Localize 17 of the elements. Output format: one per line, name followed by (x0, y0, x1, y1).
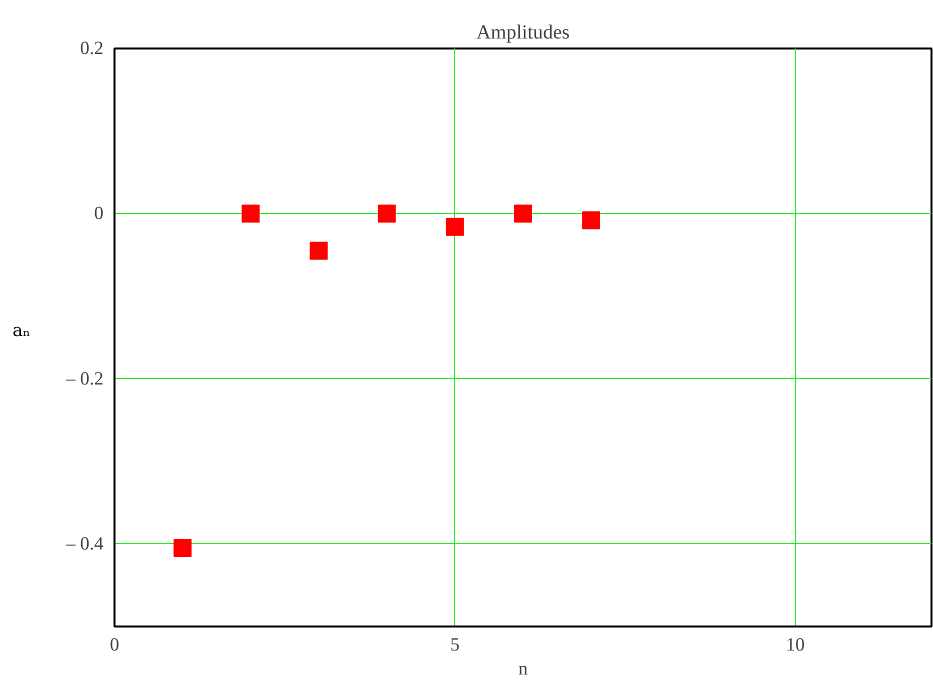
point (310, 242, 328, 260)
y-tick-label: 0.2 (80, 38, 104, 59)
point (582, 211, 600, 230)
y-tick-label: 0 (94, 203, 104, 224)
y-axis-title: aₙ (12, 320, 30, 341)
x-tick-label: 0 (110, 634, 120, 656)
y-tick-label: – 0.2 (65, 368, 104, 390)
x-tick-label: 5 (450, 634, 460, 656)
point (378, 204, 396, 223)
point (174, 539, 192, 558)
y-tick-label: – 0.4 (65, 533, 104, 554)
x-tick-label: 10 (786, 634, 805, 656)
point (446, 218, 464, 236)
point (242, 204, 260, 223)
point (514, 204, 532, 223)
chart-title: Amplitudes (476, 22, 570, 44)
x-axis-title: n (518, 658, 528, 680)
